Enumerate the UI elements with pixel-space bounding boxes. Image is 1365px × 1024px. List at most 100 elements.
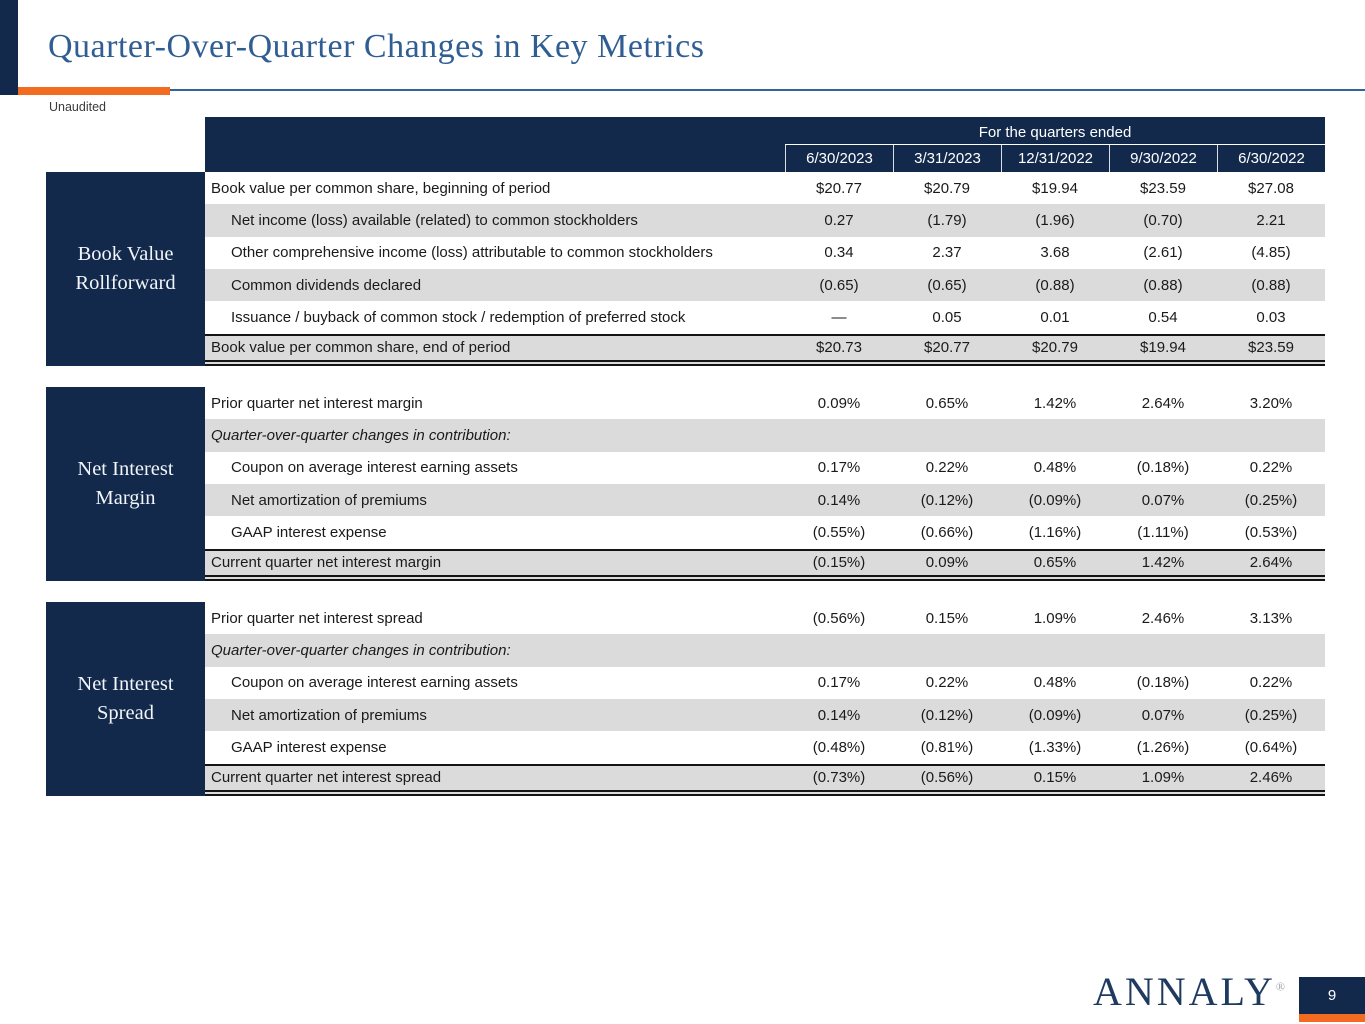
cell-value: (0.15%) <box>812 554 866 572</box>
cell-value: 0.22% <box>925 459 969 477</box>
date-columns: 6/30/2023 3/31/2023 12/31/2022 9/30/2022 6/3… <box>205 145 1325 172</box>
cell-value: $20.79 <box>924 179 970 197</box>
table-row: Prior quarter net interest spread (0.56%)… <box>205 602 1325 634</box>
cell-value: (0.64%) <box>1244 738 1298 756</box>
table-sections: Book Value Rollforward Book value per com… <box>46 172 1325 796</box>
cell-value: (0.73%) <box>812 769 866 787</box>
cell-value: (1.79) <box>927 211 967 229</box>
cell-value: (0.56%) <box>920 769 974 787</box>
cell-value: (0.88) <box>1143 276 1183 294</box>
cell-value: 2.46% <box>1249 769 1293 787</box>
left-accent-bar <box>0 0 18 95</box>
table-row: Net amortization of premiums 0.14% (0.12%)… <box>205 698 1325 732</box>
section-rows: Book value per common share, beginning o… <box>205 172 1325 366</box>
cell-value: $19.94 <box>1032 179 1078 197</box>
table-row: Coupon on average interest earning asset… <box>205 667 1325 699</box>
cell-value: (1.33%) <box>1028 738 1082 756</box>
table-row: Current quarter net interest spread (0.73… <box>205 763 1325 796</box>
cell-value: 1.42% <box>1033 394 1077 412</box>
row-label: Prior quarter net interest margin <box>211 394 423 412</box>
header-spacer <box>205 117 785 145</box>
cell-value: $19.94 <box>1140 339 1186 357</box>
cell-value: 0.14% <box>817 491 861 509</box>
cell-value: 3.20% <box>1249 394 1293 412</box>
cell-value: (0.55%) <box>812 523 866 541</box>
cell-value: (0.12%) <box>920 491 974 509</box>
cell-value: $23.59 <box>1140 179 1186 197</box>
cell-value: 0.07% <box>1141 706 1185 724</box>
row-label: Net amortization of premiums <box>231 706 427 724</box>
section-label: Net Interest Spread <box>46 601 205 796</box>
cell-value: $20.73 <box>816 339 862 357</box>
cell-value: 2.64% <box>1141 394 1185 412</box>
row-label: Quarter-over-quarter changes in contribu… <box>211 641 511 659</box>
page-number-accent <box>1299 1014 1365 1022</box>
cell-value: 0.14% <box>817 706 861 724</box>
cell-value: (0.56%) <box>812 609 866 627</box>
cell-value: 1.09% <box>1033 609 1077 627</box>
cell-value: 0.15% <box>925 609 969 627</box>
cell-value: (0.66%) <box>920 523 974 541</box>
cell-value: 0.54 <box>1148 308 1178 326</box>
cell-value: 0.05 <box>932 308 962 326</box>
cell-value: (0.65) <box>927 276 967 294</box>
column-header-4: 6/30/2022 <box>1217 145 1325 172</box>
cell-value: (0.18%) <box>1136 459 1190 477</box>
cell-value: (1.11%) <box>1137 523 1189 541</box>
cell-value: (0.18%) <box>1136 674 1190 692</box>
annaly-logo: ANNALY® <box>1093 968 1285 1015</box>
row-label: Prior quarter net interest spread <box>211 609 423 627</box>
cell-value: 0.17% <box>817 674 861 692</box>
cell-value: 2.21 <box>1256 211 1286 229</box>
cell-value: $20.77 <box>816 179 862 197</box>
row-label: Coupon on average interest earning asset… <box>231 674 518 692</box>
cell-value: $27.08 <box>1248 179 1294 197</box>
cell-value: $23.59 <box>1248 339 1294 357</box>
cell-value: 2.37 <box>932 244 962 262</box>
row-label: GAAP interest expense <box>231 523 387 541</box>
section-0: Book Value Rollforward Book value per com… <box>46 172 1325 366</box>
cell-value: (4.85) <box>1251 244 1291 262</box>
cell-value: 2.64% <box>1249 554 1293 572</box>
column-header-0: 6/30/2023 <box>785 145 893 172</box>
cell-value: 0.34 <box>824 244 854 262</box>
row-label: Common dividends declared <box>231 276 422 294</box>
page-number: 9 <box>1327 987 1337 1004</box>
row-label: Coupon on average interest earning asset… <box>231 459 518 477</box>
section-rows: Prior quarter net interest margin 0.09% 0.… <box>205 387 1325 581</box>
cell-value: (1.96) <box>1035 211 1075 229</box>
cell-value: (0.48%) <box>812 738 866 756</box>
cell-value: 0.15% <box>1033 769 1077 787</box>
table-row: Net income (loss) available (related) to… <box>205 204 1325 237</box>
cell-value: 0.17% <box>817 459 861 477</box>
table-row: Other comprehensive income (loss) attrib… <box>205 237 1325 269</box>
row-label: Quarter-over-quarter changes in contribu… <box>211 426 511 444</box>
cell-value: $20.77 <box>924 339 970 357</box>
cell-value: — <box>831 308 847 326</box>
header-spacer <box>205 145 785 172</box>
cell-value: 0.09% <box>925 554 969 572</box>
row-label: Book value per common share, end of peri… <box>211 339 511 357</box>
page-title: Quarter-Over-Quarter Changes in Key Metr… <box>48 28 705 65</box>
cell-value: 0.27 <box>824 211 854 229</box>
cell-value: (1.26%) <box>1136 738 1190 756</box>
cell-value: 3.13% <box>1249 609 1293 627</box>
cell-value: (0.53%) <box>1244 523 1298 541</box>
section-label: Net Interest Margin <box>46 386 205 581</box>
cell-value: 0.03 <box>1256 308 1286 326</box>
table-row: Quarter-over-quarter changes in contribu… <box>205 419 1325 452</box>
table-row: Quarter-over-quarter changes in contribu… <box>205 634 1325 667</box>
cell-value: (0.88) <box>1035 276 1075 294</box>
table-row: Current quarter net interest margin (0.15… <box>205 548 1325 581</box>
cell-value: 3.68 <box>1040 244 1070 262</box>
metrics-table: For the quarters ended 6/30/2023 3/31/202… <box>46 117 1325 796</box>
column-header-3: 9/30/2022 <box>1109 145 1217 172</box>
cell-value: (0.09%) <box>1028 706 1082 724</box>
table-row: GAAP interest expense (0.48%) (0.81%) (1.33… <box>205 731 1325 763</box>
cell-value: 1.42% <box>1141 554 1185 572</box>
table-row: Book value per common share, end of peri… <box>205 333 1325 366</box>
section-rows: Prior quarter net interest spread (0.56%)… <box>205 602 1325 796</box>
cell-value: 1.09% <box>1141 769 1185 787</box>
cell-value: $20.79 <box>1032 339 1078 357</box>
cell-value: (0.25%) <box>1244 491 1298 509</box>
